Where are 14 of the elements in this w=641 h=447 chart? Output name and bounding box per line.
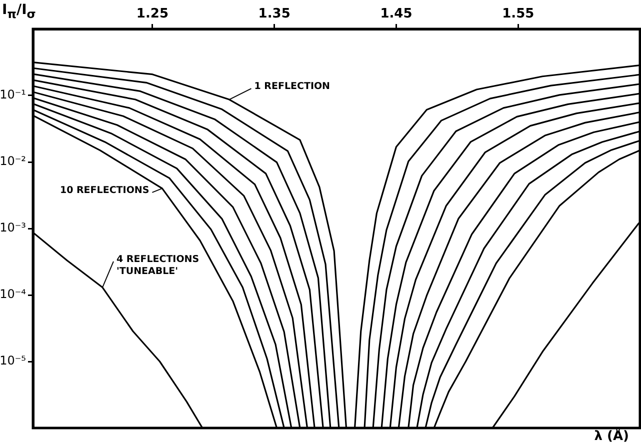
y-tick-label: 10⁻⁴ xyxy=(0,287,26,302)
annotation: 4 REFLECTIONS 'TUNEABLE' xyxy=(116,254,200,277)
x-axis-title: λ (Å) xyxy=(594,429,629,445)
x-tick-label: 1.35 xyxy=(258,6,290,22)
y-tick-label: 10⁻¹ xyxy=(0,88,26,102)
y-tick-label: 10⁻² xyxy=(0,154,26,168)
y-tick-label: 10⁻⁵ xyxy=(0,354,26,368)
y-tick-label: 10⁻³ xyxy=(0,220,26,235)
annotation: 10 REFLECTIONS xyxy=(60,184,150,196)
annotation: 1 REFLECTION xyxy=(254,80,330,92)
x-tick-label: 1.45 xyxy=(380,6,412,22)
x-tick-label: 1.55 xyxy=(502,6,534,22)
x-tick-label: 1.25 xyxy=(136,6,168,22)
y-axis-title: I$_{π}$/I$_{σ}$ xyxy=(2,2,36,22)
